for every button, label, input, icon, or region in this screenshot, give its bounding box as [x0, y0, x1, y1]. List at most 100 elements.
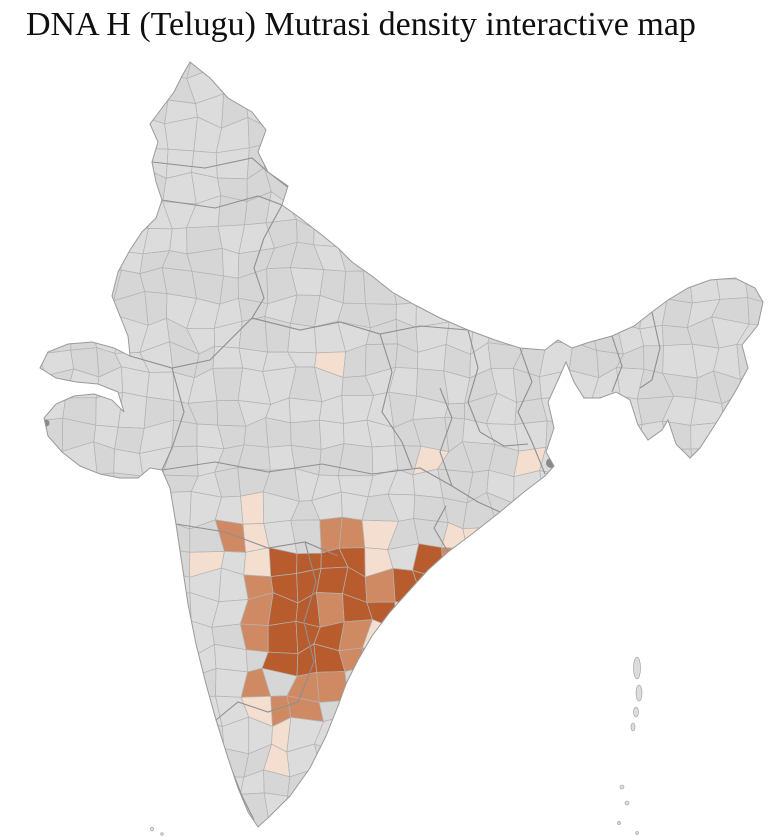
district-cell[interactable] [736, 568, 768, 595]
district-cell[interactable] [486, 272, 517, 299]
district-cell[interactable] [661, 298, 693, 328]
district-cell[interactable] [567, 146, 596, 180]
district-cell[interactable] [38, 466, 71, 501]
district-cell[interactable] [390, 794, 414, 820]
district-cell[interactable] [138, 569, 175, 602]
district-cell[interactable] [486, 117, 522, 155]
district-cell[interactable] [440, 626, 472, 654]
district-cell[interactable] [90, 166, 122, 196]
district-cell[interactable] [565, 644, 594, 674]
district-cell[interactable] [263, 102, 299, 128]
district-cell[interactable] [615, 550, 640, 578]
district-cell[interactable] [669, 700, 698, 726]
district-cell[interactable] [694, 494, 720, 520]
district-cell[interactable] [744, 642, 766, 680]
district-cell[interactable] [511, 200, 541, 222]
district-cell[interactable] [41, 44, 64, 78]
district-cell[interactable] [719, 545, 749, 579]
district-cell[interactable] [645, 71, 674, 104]
district-cell[interactable] [445, 75, 470, 104]
district-cell[interactable] [565, 270, 595, 301]
district-cell[interactable] [137, 617, 167, 650]
district-cell[interactable] [587, 120, 621, 153]
district-cell[interactable] [112, 100, 147, 124]
district-cell[interactable] [486, 295, 517, 322]
district-cell[interactable] [119, 545, 148, 573]
district-cell[interactable] [263, 117, 300, 146]
district-cell[interactable] [745, 69, 772, 102]
district-cell[interactable] [736, 343, 767, 380]
district-cell[interactable] [38, 595, 74, 628]
district-cell[interactable] [690, 421, 725, 450]
district-cell[interactable] [764, 643, 783, 679]
district-cell[interactable] [40, 417, 64, 454]
district-cell[interactable] [311, 51, 344, 75]
district-cell[interactable] [637, 45, 670, 74]
district-cell[interactable] [363, 117, 394, 150]
district-cell[interactable] [244, 71, 271, 103]
district-cell[interactable] [392, 617, 422, 651]
district-cell[interactable] [114, 192, 149, 229]
district-cell[interactable] [587, 101, 621, 125]
district-cell[interactable] [215, 147, 250, 180]
district-cell[interactable] [443, 572, 474, 602]
district-cell[interactable] [563, 422, 599, 451]
district-cell[interactable] [340, 145, 375, 168]
district-cell[interactable] [714, 117, 741, 150]
district-cell[interactable] [137, 595, 175, 629]
district-cell[interactable] [90, 118, 121, 144]
district-cell[interactable] [13, 792, 48, 821]
district-cell[interactable] [471, 771, 496, 803]
district-cell[interactable] [767, 367, 783, 396]
district-cell[interactable] [514, 743, 550, 772]
district-cell[interactable] [212, 828, 244, 836]
district-cell[interactable] [265, 417, 292, 448]
district-cell[interactable] [91, 721, 124, 752]
district-cell[interactable] [390, 817, 419, 836]
island[interactable] [633, 706, 639, 718]
district-cell[interactable] [291, 144, 316, 179]
district-cell[interactable] [719, 743, 748, 774]
district-cell[interactable] [642, 192, 668, 230]
district-cell[interactable] [542, 242, 566, 277]
district-cell[interactable] [686, 76, 721, 105]
district-cell[interactable] [461, 691, 489, 727]
district-cell[interactable] [39, 169, 74, 200]
district-cell[interactable] [389, 770, 415, 806]
district-cell[interactable] [713, 823, 743, 836]
district-cell[interactable] [287, 70, 317, 105]
district-cell[interactable] [244, 45, 271, 76]
district-cell[interactable] [740, 494, 768, 523]
district-cell[interactable] [770, 218, 783, 250]
district-cell[interactable] [12, 292, 40, 326]
district-cell[interactable] [442, 825, 468, 836]
district-cell[interactable] [363, 44, 397, 78]
district-cell[interactable] [115, 767, 141, 798]
district-cell[interactable] [764, 701, 783, 727]
district-cell[interactable] [589, 818, 617, 836]
district-cell[interactable] [638, 551, 670, 579]
district-cell[interactable] [721, 421, 742, 450]
district-cell[interactable] [64, 223, 96, 254]
district-cell[interactable] [612, 170, 643, 194]
district-cell[interactable] [663, 745, 696, 776]
district-cell[interactable] [744, 698, 765, 724]
district-cell[interactable] [12, 569, 50, 604]
district-cell[interactable] [613, 223, 650, 255]
district-cell[interactable] [14, 317, 39, 355]
district-cell[interactable] [662, 822, 698, 836]
district-cell[interactable] [413, 174, 440, 204]
district-cell[interactable] [618, 101, 647, 130]
district-cell[interactable] [618, 72, 647, 104]
district-cell[interactable] [740, 442, 771, 476]
dark-district[interactable] [546, 458, 556, 468]
district-cell[interactable] [511, 170, 543, 204]
district-cell[interactable] [389, 646, 425, 678]
district-cell[interactable] [12, 275, 49, 296]
district-cell[interactable] [142, 228, 173, 255]
district-cell[interactable] [365, 96, 398, 126]
district-cell[interactable] [644, 241, 674, 278]
district-cell[interactable] [564, 44, 594, 80]
district-cell[interactable] [341, 823, 366, 836]
district-cell[interactable] [446, 268, 472, 299]
